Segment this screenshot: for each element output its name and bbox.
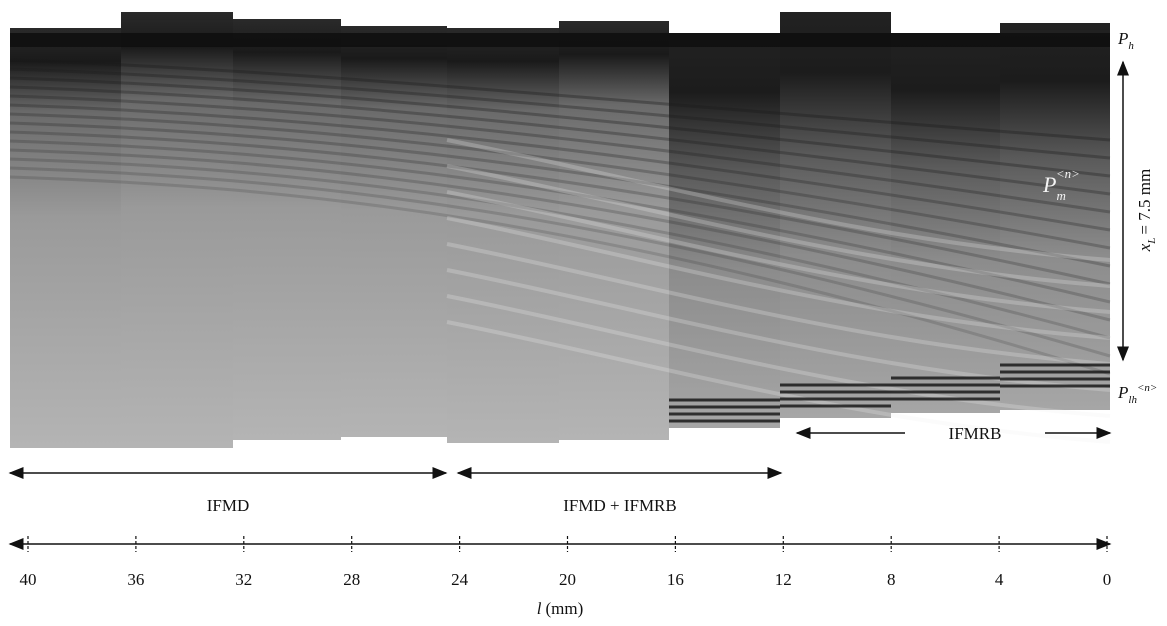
photo-panel xyxy=(447,28,559,443)
fringe xyxy=(9,166,1111,358)
region-label: IFMRB xyxy=(949,424,1002,443)
fringe xyxy=(446,190,1111,314)
tick-label: 32 xyxy=(235,570,252,589)
fringe xyxy=(446,242,1111,366)
tick-label: 8 xyxy=(887,570,896,589)
tick-label: 36 xyxy=(127,570,144,589)
fringe xyxy=(9,139,1111,304)
subscript: lh xyxy=(1128,394,1137,406)
dark-band xyxy=(341,33,447,47)
superscript: <n> xyxy=(1056,166,1080,181)
symbol: P xyxy=(1117,29,1128,48)
dark-band xyxy=(233,33,341,47)
tick-label: 4 xyxy=(995,570,1004,589)
dark-band xyxy=(891,33,1000,47)
region-label: IFMD + IFMRB xyxy=(563,496,677,515)
tick-label: 24 xyxy=(451,570,469,589)
fringe xyxy=(9,94,1111,214)
unit: (mm) xyxy=(545,599,583,618)
fringes xyxy=(9,58,1111,444)
dark-band xyxy=(780,33,891,47)
dark-band xyxy=(10,33,121,47)
photo-panel xyxy=(1000,23,1110,410)
dark-band xyxy=(559,33,669,47)
dark-band xyxy=(1000,33,1110,47)
symbol: l xyxy=(537,599,542,618)
axis-title: l (mm) xyxy=(537,599,584,618)
dark-band xyxy=(669,33,780,47)
label-ph: Ph xyxy=(1117,29,1134,52)
tick-label: 28 xyxy=(343,570,360,589)
symbol: P xyxy=(1042,172,1056,197)
photo-panel xyxy=(669,33,780,428)
subscript: m xyxy=(1056,188,1065,203)
symbol: x xyxy=(1135,243,1154,252)
fringe xyxy=(9,121,1111,268)
tick-label: 0 xyxy=(1103,570,1112,589)
fringe xyxy=(9,76,1111,178)
fringe xyxy=(9,67,1111,160)
text: = 7.5 mm xyxy=(1135,169,1154,235)
fringe xyxy=(9,85,1111,196)
label-plh: Plh<n> xyxy=(1117,382,1157,406)
superscript: <n> xyxy=(1137,382,1157,394)
fringe xyxy=(9,130,1111,286)
dark-band xyxy=(447,33,559,47)
photo-strip xyxy=(10,12,1110,448)
fringe xyxy=(9,103,1111,232)
label-height: xL = 7.5 mm xyxy=(1135,169,1158,252)
subscript: h xyxy=(1128,40,1134,52)
fringe xyxy=(9,148,1111,322)
tick-label: 12 xyxy=(775,570,792,589)
tick-label: 16 xyxy=(667,570,684,589)
photo-panel xyxy=(780,12,891,418)
photo-panel xyxy=(341,26,447,437)
fringe xyxy=(9,157,1111,340)
fringe xyxy=(446,320,1111,444)
fringe xyxy=(9,175,1111,376)
photo-panel xyxy=(891,33,1000,413)
fringe xyxy=(9,112,1111,250)
fringe xyxy=(9,58,1111,142)
symbol: P xyxy=(1117,383,1128,402)
fringe xyxy=(446,138,1111,262)
tick-label: 40 xyxy=(20,570,37,589)
axis-ticks: 40 36 32 28 24 20 16 12 8 4 0 xyxy=(20,536,1112,589)
photo-panel xyxy=(121,12,233,448)
dark-band xyxy=(121,33,233,47)
fringe xyxy=(446,164,1111,288)
fringe xyxy=(446,294,1111,418)
photo-panel xyxy=(559,21,669,440)
fringe xyxy=(446,216,1111,340)
subscript: L xyxy=(1146,238,1158,245)
region-label: IFMD xyxy=(207,496,250,515)
tick-label: 20 xyxy=(559,570,576,589)
photo-panel xyxy=(233,19,341,440)
label-pm: Pm <n> xyxy=(1042,166,1080,203)
photo-panel xyxy=(10,28,121,448)
